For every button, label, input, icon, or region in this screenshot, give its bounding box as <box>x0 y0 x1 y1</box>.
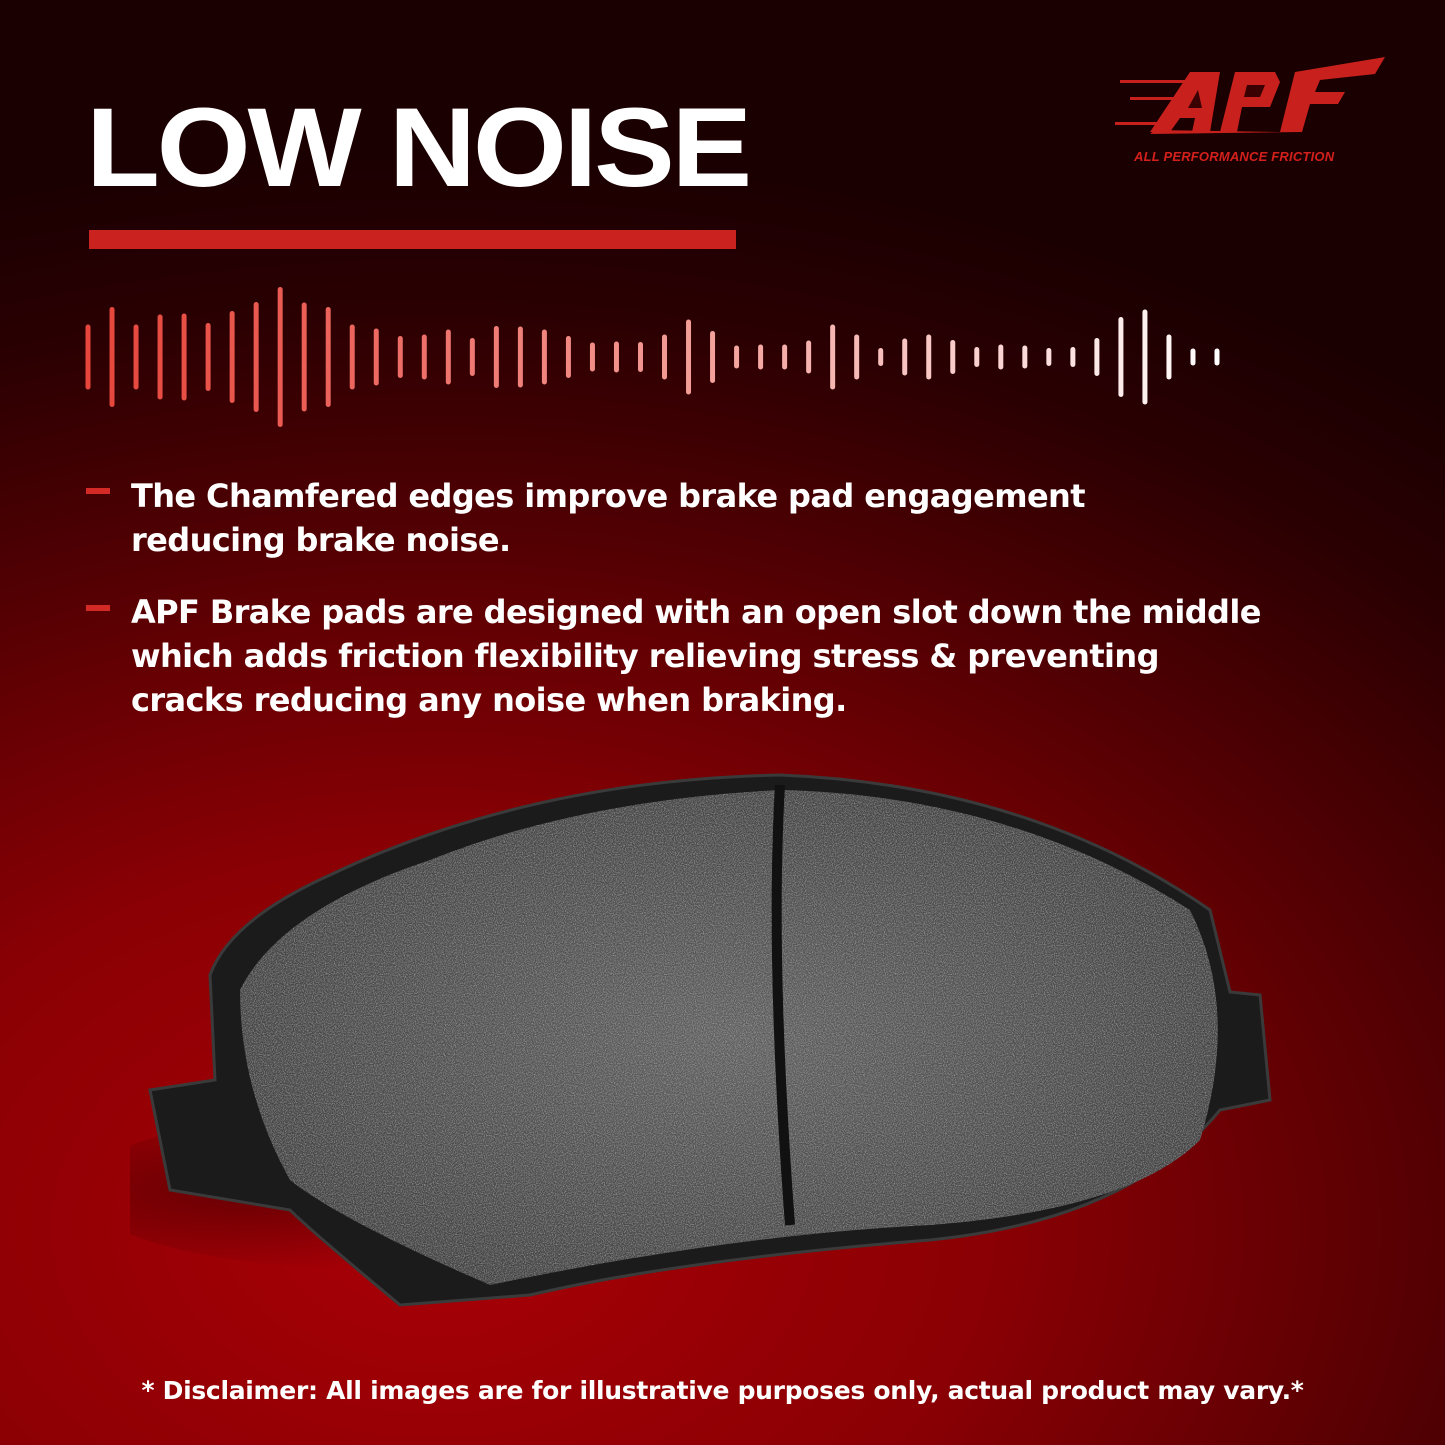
bullet-marker <box>86 488 110 494</box>
disclaimer-text: * Disclaimer: All images are for illustr… <box>141 1376 1304 1405</box>
apf-logo <box>1115 57 1385 134</box>
logo-tagline: ALL PERFORMANCE FRICTION <box>1134 149 1335 164</box>
headline: LOW NOISE <box>86 85 752 210</box>
sound-waveform <box>85 287 1220 427</box>
brake-pad-image <box>130 773 1272 1307</box>
bullet-marker <box>86 605 110 611</box>
bullet-text-slot: APF Brake pads are designed with an open… <box>131 593 1261 719</box>
bullet-text-chamfered: The Chamfered edges improve brake pad en… <box>131 477 1086 559</box>
headline-underline <box>89 230 736 249</box>
